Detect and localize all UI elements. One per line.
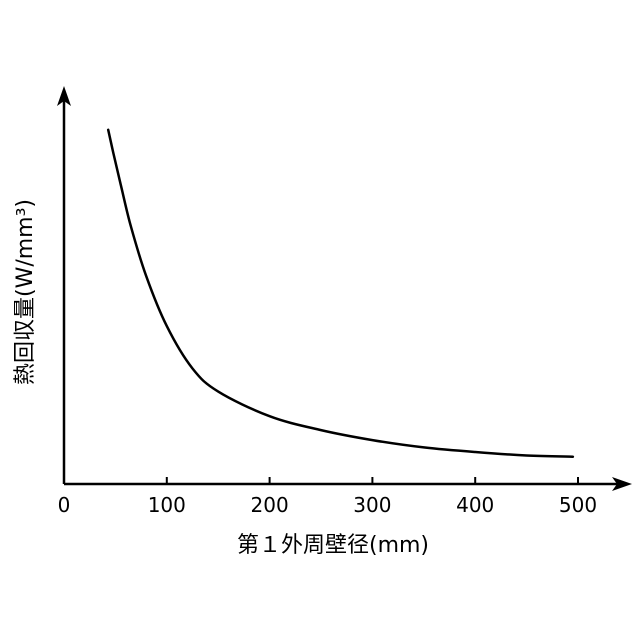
series-line: [108, 130, 573, 457]
x-tick-label: 100: [148, 493, 186, 517]
axes: [57, 86, 632, 491]
x-tick-label: 400: [456, 493, 494, 517]
x-tick-label: 500: [559, 493, 597, 517]
x-tick-label: 0: [58, 493, 71, 517]
x-tick-label: 300: [353, 493, 391, 517]
series: [108, 130, 573, 457]
y-axis-label: 熱回収量(W/mm³): [13, 199, 38, 385]
x-tick-label: 200: [251, 493, 289, 517]
x-axis-label: 第１外周壁径(mm): [237, 533, 429, 558]
